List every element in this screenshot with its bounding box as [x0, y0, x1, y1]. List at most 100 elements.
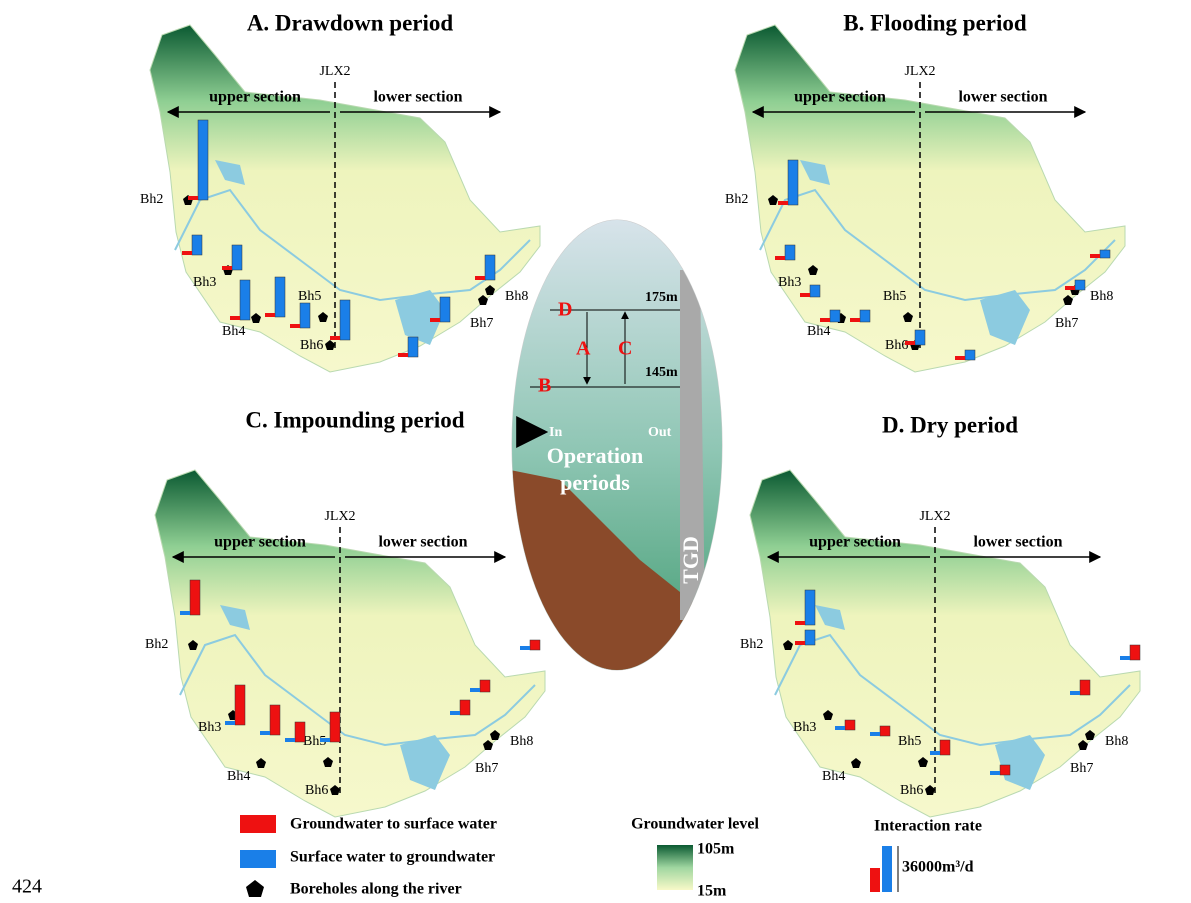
interaction-glyph-base [188, 196, 198, 200]
interaction-glyph-base [1120, 656, 1130, 660]
level-label: B [538, 375, 551, 397]
interaction-glyph-base [320, 738, 330, 742]
borehole-label: Bh2 [740, 637, 763, 652]
borehole-label: Bh4 [227, 769, 250, 784]
interaction-glyph [788, 160, 798, 205]
borehole-label: Bh5 [298, 289, 321, 304]
borehole-label: Bh8 [510, 734, 533, 749]
interaction-glyph-base [800, 293, 810, 297]
interaction-glyph [915, 330, 925, 345]
interaction-glyph-base [222, 266, 232, 270]
legend-label: Surface water to groundwater [290, 849, 495, 866]
interaction-glyph [330, 712, 340, 742]
interaction-glyph [480, 680, 490, 692]
interaction-glyph [485, 255, 495, 280]
interaction-glyph [785, 245, 795, 260]
interaction-glyph [340, 300, 350, 340]
legend-title: Groundwater level [631, 816, 759, 833]
interaction-glyph [1000, 765, 1010, 775]
interaction-glyph-base [1065, 286, 1075, 290]
in-label: In [549, 425, 562, 440]
lower-section-label: lower section [378, 534, 467, 551]
level-label: A [576, 338, 591, 360]
interaction-glyph-base [835, 726, 845, 730]
rate-bar-red [870, 868, 880, 892]
legend-swatch [240, 850, 276, 868]
interaction-glyph [1100, 250, 1110, 258]
interaction-glyph-base [330, 336, 340, 340]
legend-label: 36000m³/d [902, 859, 974, 876]
interaction-glyph-base [795, 641, 805, 645]
interaction-glyph [232, 245, 242, 270]
caption: periods [560, 470, 630, 495]
interaction-glyph-base [260, 731, 270, 735]
interaction-glyph [845, 720, 855, 730]
interaction-glyph-base [850, 318, 860, 322]
interaction-glyph [192, 235, 202, 255]
interaction-glyph-base [795, 621, 805, 625]
borehole-label: Bh7 [475, 761, 498, 776]
borehole-label: Bh8 [1090, 289, 1113, 304]
borehole-label: Bh3 [778, 275, 801, 290]
legend-label: Boreholes along the river [290, 881, 462, 898]
page-number: 424 [12, 876, 42, 898]
panel-title: D. Dry period [882, 412, 1018, 437]
borehole-label: Bh6 [900, 783, 923, 798]
interaction-glyph [830, 310, 840, 322]
borehole-label: Bh2 [145, 637, 168, 652]
borehole-label: Bh3 [193, 275, 216, 290]
interaction-glyph [295, 722, 305, 742]
low-level: 145m [645, 365, 678, 380]
legend-swatch [240, 815, 276, 833]
interaction-glyph [275, 277, 285, 317]
interaction-glyph [440, 297, 450, 322]
interaction-glyph-base [398, 353, 408, 357]
interaction-glyph-base [955, 356, 965, 360]
interaction-glyph [1130, 645, 1140, 660]
interaction-glyph-base [285, 738, 295, 742]
legend-title: Interaction rate [874, 818, 982, 835]
interaction-glyph-base [820, 318, 830, 322]
borehole-label: Bh6 [305, 783, 328, 798]
borehole-label: Bh2 [140, 192, 163, 207]
interaction-glyph [240, 280, 250, 320]
borehole-label: Bh7 [470, 316, 493, 331]
lower-section-label: lower section [973, 534, 1062, 551]
figure: A. Drawdown periodJLX2upper sectionlower… [0, 0, 1191, 903]
interaction-glyph-base [180, 611, 190, 615]
lower-section-label: lower section [373, 89, 462, 106]
interaction-glyph [860, 310, 870, 322]
interaction-glyph-base [905, 341, 915, 345]
lower-section-label: lower section [958, 89, 1047, 106]
interaction-glyph-base [1070, 691, 1080, 695]
dam-label: TGD [678, 536, 703, 584]
site-label: JLX2 [904, 64, 935, 79]
interaction-glyph-base [430, 318, 440, 322]
site-label: JLX2 [919, 509, 950, 524]
borehole-label: Bh2 [725, 192, 748, 207]
legend-label: 105m [697, 841, 735, 858]
borehole-label: Bh5 [898, 734, 921, 749]
upper-section-label: upper section [209, 89, 301, 106]
high-level: 175m [645, 290, 678, 305]
out-label: Out [648, 425, 672, 440]
borehole-label: Bh3 [793, 720, 816, 735]
interaction-glyph [940, 740, 950, 755]
interaction-glyph [965, 350, 975, 360]
interaction-glyph [270, 705, 280, 735]
panel-title: B. Flooding period [843, 10, 1027, 35]
interaction-glyph [460, 700, 470, 715]
borehole-label: Bh4 [807, 324, 830, 339]
level-label: D [558, 299, 572, 321]
legend-label: Groundwater to surface water [290, 816, 497, 833]
interaction-glyph [300, 303, 310, 328]
interaction-glyph [805, 590, 815, 625]
borehole-label: Bh4 [222, 324, 245, 339]
rate-bar-blue [882, 846, 892, 892]
interaction-glyph-base [930, 751, 940, 755]
interaction-glyph-base [182, 251, 192, 255]
interaction-glyph-base [450, 711, 460, 715]
borehole-label: Bh4 [822, 769, 845, 784]
